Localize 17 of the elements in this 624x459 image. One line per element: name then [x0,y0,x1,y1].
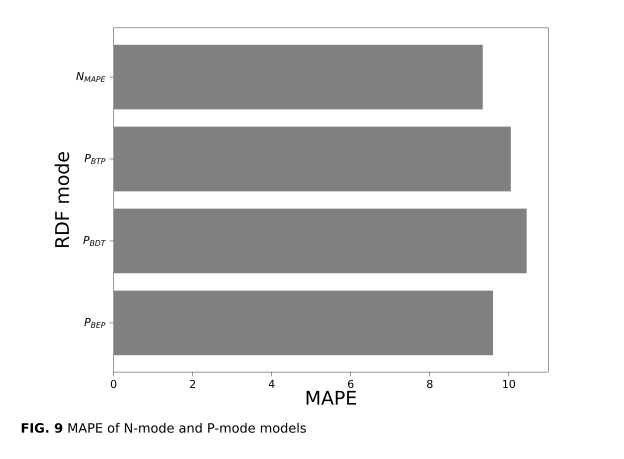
y-tick-label: N$_{MAPE}$ [76,72,106,82]
x-tick-label: 0 [110,380,116,388]
x-tick-label: 6 [348,380,354,388]
y-tick-label: P$_{BDT}$ [83,236,106,246]
y-axis-title: RDF mode [54,152,70,248]
x-tick-label: 2 [190,380,196,388]
bar [114,290,494,356]
bar [114,208,527,274]
text: FIG. 9 MAPE of N-mode and P-mode models [22,422,306,433]
bar [114,126,511,192]
bar [114,44,483,110]
x-axis-title: MAPE [306,391,356,405]
y-tick-label: P$_{BEP}$ [84,318,106,328]
x-tick-label: 10 [503,380,516,388]
y-tick-label: P$_{BTP}$ [84,154,106,164]
x-tick-label: 8 [427,380,433,388]
x-tick-label: 4 [268,380,275,388]
